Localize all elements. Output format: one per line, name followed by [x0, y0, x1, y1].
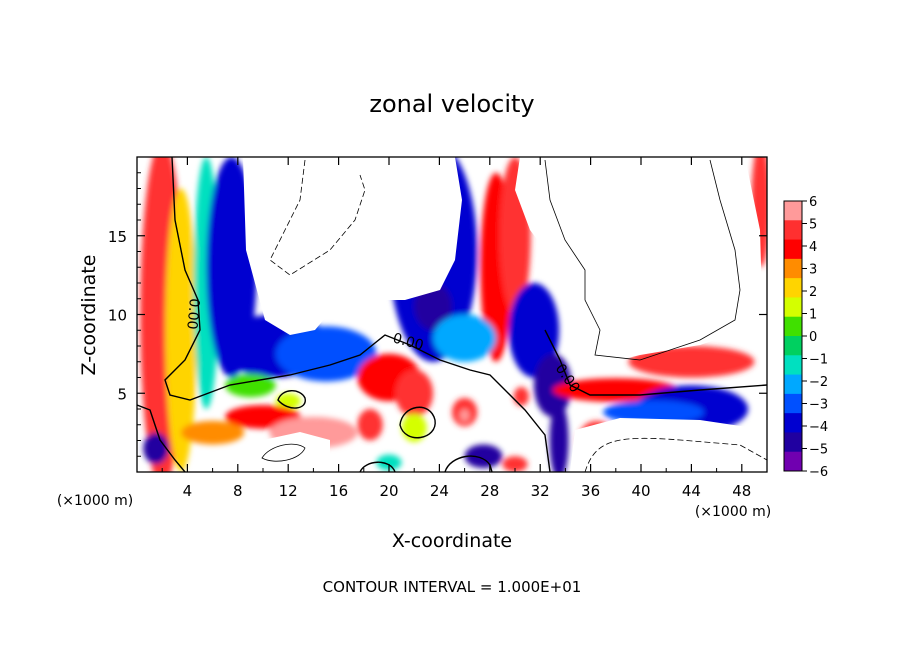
zero-contour-loop-4: [359, 461, 396, 472]
x-axis: 4 8 12 16 20 24 28 32 36 40 44 48: [161, 157, 751, 500]
dashed-contour-upper: [269, 159, 366, 276]
colorbar-swatch: [784, 258, 802, 279]
colorbar-label: −2: [809, 375, 828, 390]
quiet-region-upper-right: [515, 157, 762, 365]
colorbar-swatch: [784, 393, 802, 414]
colorbar-swatch: [784, 432, 802, 453]
velocity-patch: [508, 283, 560, 378]
y-unit-label: (×1000 m): [695, 504, 771, 520]
velocity-patch: [549, 401, 569, 472]
x-tick-label: 40: [631, 482, 650, 500]
colorbar-swatch: [784, 451, 802, 472]
colorbar: 6 5 4 3 2 1 0 −1 −2 −3 −4 −5 −6: [783, 195, 828, 480]
velocity-patch: [414, 283, 452, 331]
x-unit-label: (×1000 m): [57, 493, 133, 509]
colorbar-label: 4: [809, 240, 817, 255]
y-tick-label: 15: [108, 228, 127, 246]
velocity-patch: [395, 369, 434, 417]
dashed-contour-lower-right: [584, 437, 767, 472]
x-tick-label: 4: [183, 482, 193, 500]
velocity-patch: [502, 456, 528, 472]
zero-contour-bottom-left: [137, 404, 186, 472]
colorbar-label: −5: [809, 443, 828, 458]
velocity-patch: [165, 188, 197, 472]
velocity-patch: [376, 454, 402, 471]
velocity-patch: [603, 400, 704, 424]
x-tick-label: 48: [732, 482, 751, 500]
zero-contour-loop-1: [277, 390, 306, 409]
x-tick-label: 8: [233, 482, 243, 500]
velocity-patch: [433, 314, 497, 362]
thin-contour-lower-left: [261, 443, 306, 462]
colorbar-swatch: [784, 374, 802, 395]
colorbar-label: 3: [809, 263, 817, 278]
contour-label: 0.00: [391, 330, 425, 354]
colorbar-swatch: [784, 336, 802, 356]
velocity-field: 0.00 0.00 0.00: [137, 157, 767, 472]
velocity-patch: [275, 326, 377, 382]
velocity-patch: [533, 353, 572, 417]
velocity-patch: [225, 373, 276, 398]
x-tick-label: 44: [682, 482, 701, 500]
colorbar-label: −6: [809, 465, 828, 480]
y-axis-label: Z-coordinate: [78, 255, 100, 376]
velocity-patch: [275, 393, 301, 409]
quiet-region-lower-left: [238, 432, 330, 472]
chart-title: zonal velocity: [369, 90, 534, 118]
velocity-patch: [181, 420, 245, 445]
y-axis: 5 10 15: [108, 172, 767, 457]
quiet-region-upper-left: [243, 157, 462, 335]
x-tick-label: 36: [581, 482, 600, 500]
x-tick-label: 12: [279, 482, 298, 500]
velocity-patch: [459, 409, 470, 422]
x-tick-label: 20: [379, 482, 398, 500]
velocity-patch: [464, 444, 503, 469]
colorbar-label: −1: [809, 353, 828, 368]
colorbar-swatch: [784, 278, 802, 298]
colorbar-label: 6: [809, 195, 817, 210]
colorbar-swatch: [784, 413, 802, 433]
colorbar-swatch: [784, 239, 802, 260]
colorbar-label: 2: [809, 285, 817, 300]
colorbar-swatch: [784, 220, 802, 241]
zero-contour-loop-2: [399, 406, 436, 439]
colorbar-label: 5: [809, 218, 817, 233]
velocity-patch: [357, 409, 383, 441]
contour-label: 0.00: [183, 298, 202, 330]
x-tick-label: 28: [480, 482, 499, 500]
zero-contour-right: [544, 329, 767, 396]
colorbar-swatch: [784, 316, 802, 337]
colorbar-swatch: [784, 355, 802, 376]
velocity-patch: [513, 386, 529, 406]
x-tick-label: 24: [430, 482, 449, 500]
x-tick-label: 32: [531, 482, 550, 500]
x-tick-label: 16: [329, 482, 348, 500]
velocity-patch: [628, 346, 755, 378]
colorbar-label: 1: [809, 308, 817, 323]
zero-contour-left: [164, 157, 551, 472]
y-tick-label: 5: [117, 385, 127, 403]
colorbar-label: 0: [809, 330, 817, 345]
contour-interval-note: CONTOUR INTERVAL = 1.000E+01: [323, 578, 582, 596]
colorbar-label: −4: [809, 420, 828, 435]
colorbar-swatch: [784, 201, 802, 221]
colorbar-label: −3: [809, 398, 828, 413]
velocity-patch: [143, 432, 169, 465]
x-axis-label: X-coordinate: [392, 530, 512, 552]
thin-contour-upper-right: [544, 159, 741, 361]
y-tick-label: 10: [108, 307, 127, 325]
colorbar-swatch: [784, 297, 802, 318]
quiet-region-lower-right: [570, 418, 767, 472]
